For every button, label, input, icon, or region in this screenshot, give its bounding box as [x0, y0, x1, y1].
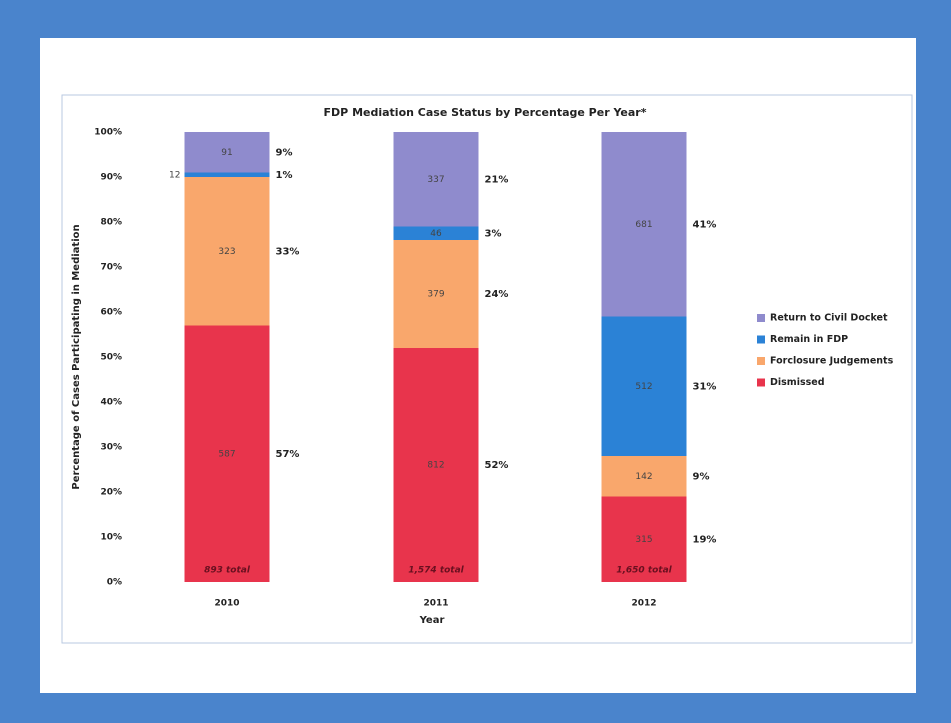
count-label: 142 [635, 472, 652, 482]
legend-swatch [757, 378, 765, 387]
bar-segment [184, 132, 270, 173]
bar-segment [601, 456, 687, 497]
legend-label: Forclosure Judgements [770, 356, 894, 367]
legend-swatch [757, 335, 765, 344]
legend-swatch [757, 357, 765, 365]
legend-swatch [757, 314, 765, 322]
value-label: 19% [693, 534, 717, 545]
x-tick-label: 2012 [631, 599, 656, 609]
count-label: 512 [635, 382, 652, 392]
y-tick-label: 0% [107, 578, 122, 588]
value-label: 24% [485, 289, 509, 300]
y-tick-label: 80% [100, 218, 122, 228]
x-tick-label: 2011 [423, 599, 448, 609]
value-label: 1% [276, 170, 293, 181]
value-label: 31% [693, 381, 717, 392]
count-label: 315 [635, 535, 652, 545]
y-axis-title: Percentage of Cases Participating in Med… [71, 224, 82, 489]
y-tick-label: 50% [100, 353, 122, 363]
y-tick-label: 90% [100, 173, 122, 183]
chart-title: FDP Mediation Case Status by Percentage … [324, 106, 647, 119]
bar-segment [184, 325, 270, 582]
total-label: 1,650 total [616, 566, 672, 576]
bar-segment [601, 132, 687, 317]
count-label: 12 [169, 170, 180, 180]
bar-segment [184, 177, 270, 326]
count-label: 379 [427, 290, 444, 300]
y-tick-label: 30% [100, 443, 122, 453]
legend-label: Remain in FDP [770, 334, 848, 345]
value-label: 33% [276, 246, 300, 257]
bar-segment [393, 240, 479, 348]
value-label: 41% [693, 219, 717, 230]
bar-segment [601, 316, 687, 456]
x-tick-label: 2010 [214, 599, 239, 609]
x-axis-title: Year [419, 615, 445, 626]
value-label: 21% [485, 174, 509, 185]
y-tick-label: 70% [100, 263, 122, 273]
total-label: 893 total [204, 566, 251, 576]
legend-label: Dismissed [770, 377, 825, 388]
count-label: 587 [218, 449, 235, 459]
value-label: 9% [276, 147, 293, 158]
legend-label: Return to Civil Docket [770, 313, 888, 324]
y-tick-label: 40% [100, 398, 122, 408]
count-label: 46 [430, 229, 442, 239]
count-label: 337 [427, 175, 444, 185]
bar-segment [393, 226, 479, 240]
count-label: 812 [427, 461, 444, 471]
bar-segment [601, 496, 687, 582]
total-label: 1,574 total [408, 566, 464, 576]
count-label: 681 [635, 220, 652, 230]
y-tick-label: 60% [100, 308, 122, 318]
bar-segment [393, 348, 479, 582]
count-label: 323 [218, 247, 235, 257]
bar-segment [393, 132, 479, 227]
value-label: 52% [485, 460, 509, 471]
value-label: 57% [276, 449, 300, 460]
bar-segment [184, 172, 270, 177]
y-tick-label: 100% [94, 128, 122, 138]
y-tick-label: 20% [100, 488, 122, 498]
value-label: 3% [485, 228, 502, 239]
y-tick-label: 10% [100, 533, 122, 543]
count-label: 91 [221, 148, 232, 158]
value-label: 9% [693, 471, 710, 482]
